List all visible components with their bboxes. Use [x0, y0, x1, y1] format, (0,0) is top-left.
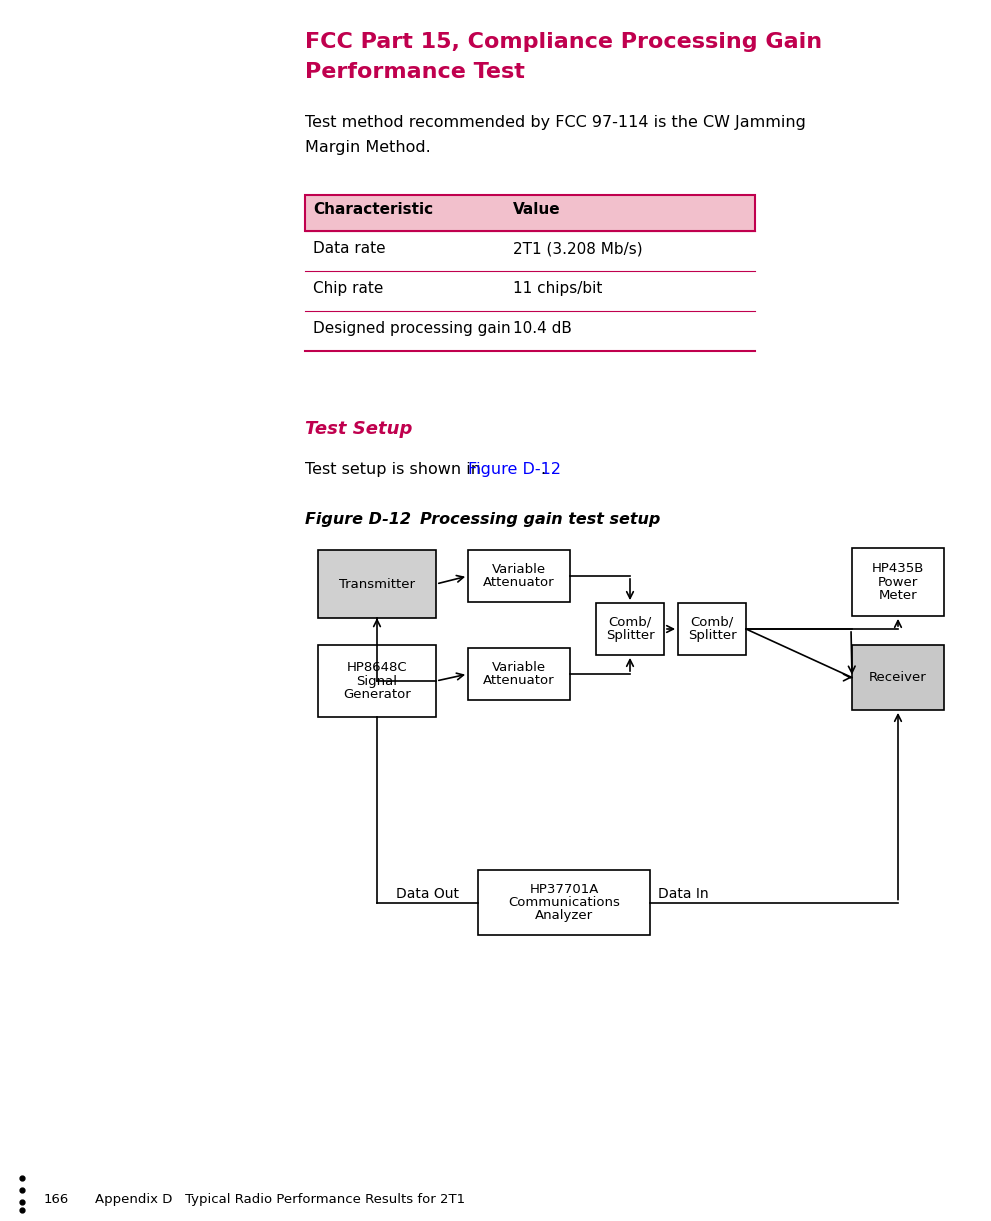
- Text: Test setup is shown in: Test setup is shown in: [305, 462, 487, 477]
- Text: Test Setup: Test Setup: [305, 420, 412, 438]
- Bar: [852, 645, 944, 709]
- Text: Designed processing gain: Designed processing gain: [313, 321, 510, 336]
- Text: Data In: Data In: [658, 886, 709, 901]
- Text: Characteristic: Characteristic: [313, 201, 433, 217]
- Text: Margin Method.: Margin Method.: [305, 140, 431, 155]
- Text: Performance Test: Performance Test: [305, 62, 525, 82]
- Bar: [852, 548, 944, 617]
- Text: Variable: Variable: [492, 661, 546, 674]
- Text: FCC Part 15, Compliance Processing Gain: FCC Part 15, Compliance Processing Gain: [305, 32, 823, 53]
- Text: Receiver: Receiver: [869, 672, 927, 684]
- Text: Communications: Communications: [508, 896, 620, 908]
- Text: Transmitter: Transmitter: [339, 578, 415, 591]
- Text: Test method recommended by FCC 97-114 is the CW Jamming: Test method recommended by FCC 97-114 is…: [305, 115, 806, 129]
- Text: Analyzer: Analyzer: [535, 910, 593, 922]
- Text: Splitter: Splitter: [688, 629, 736, 642]
- Text: Meter: Meter: [879, 589, 918, 602]
- Text: Variable: Variable: [492, 563, 546, 576]
- Text: 11 chips/bit: 11 chips/bit: [513, 281, 603, 295]
- Text: 2T1 (3.208 Mb/s): 2T1 (3.208 Mb/s): [513, 241, 642, 256]
- Text: Comb/: Comb/: [608, 615, 652, 629]
- Text: Generator: Generator: [343, 687, 411, 701]
- Text: Figure D-12: Figure D-12: [468, 462, 561, 477]
- Text: 10.4 dB: 10.4 dB: [513, 321, 572, 336]
- Bar: [318, 549, 436, 618]
- Text: Power: Power: [878, 575, 918, 589]
- Text: Appendix D   Typical Radio Performance Results for 2T1: Appendix D Typical Radio Performance Res…: [95, 1193, 465, 1206]
- Bar: [468, 549, 570, 602]
- Text: 166: 166: [44, 1193, 69, 1206]
- Text: Attenuator: Attenuator: [484, 674, 555, 687]
- Text: Signal: Signal: [357, 674, 397, 687]
- Text: Data rate: Data rate: [313, 241, 385, 256]
- Text: Data Out: Data Out: [396, 886, 459, 901]
- Text: HP8648C: HP8648C: [347, 662, 407, 674]
- Text: Comb/: Comb/: [691, 615, 733, 629]
- Text: Value: Value: [513, 201, 561, 217]
- Bar: [678, 603, 746, 654]
- Text: HP435B: HP435B: [872, 562, 925, 575]
- Bar: [305, 195, 755, 231]
- Bar: [318, 645, 436, 717]
- Text: HP37701A: HP37701A: [529, 883, 599, 896]
- Text: Attenuator: Attenuator: [484, 576, 555, 590]
- Text: Chip rate: Chip rate: [313, 281, 384, 295]
- Text: .: .: [540, 462, 545, 477]
- Bar: [468, 648, 570, 700]
- Bar: [596, 603, 664, 654]
- Text: Figure D-12: Figure D-12: [305, 512, 411, 527]
- Bar: [478, 871, 650, 935]
- Text: Processing gain test setup: Processing gain test setup: [420, 512, 660, 527]
- Text: Splitter: Splitter: [606, 629, 654, 642]
